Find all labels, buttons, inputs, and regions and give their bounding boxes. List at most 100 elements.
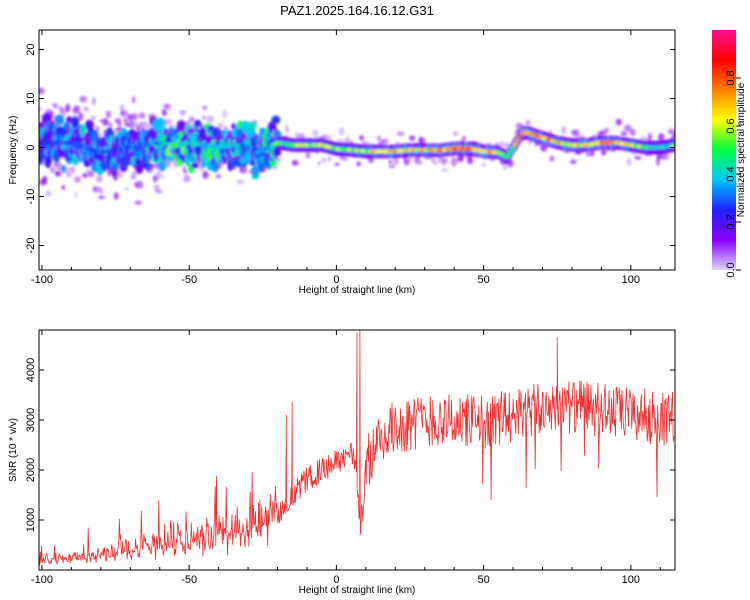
spectrogram-cell (572, 129, 580, 138)
spectrogram-y-ticks: -20 -10 0 10 20 (25, 43, 675, 253)
spectrogram-cell (144, 123, 153, 132)
spectrogram-cell (123, 122, 131, 127)
spectrogram-cell (44, 155, 52, 169)
spectrogram-cell (121, 110, 129, 117)
spectrogram-cell (128, 120, 135, 129)
spectrogram-cell (231, 123, 237, 130)
spectrogram-cell (42, 175, 48, 183)
spectrogram-y-tick-label: -20 (25, 238, 37, 254)
spectrogram-cell (504, 141, 510, 150)
spectrogram-cell (342, 157, 348, 162)
spectrogram-cell (415, 161, 423, 165)
spectrogram-cell (123, 117, 127, 123)
spectrogram-cell (272, 148, 282, 157)
spectrogram-x-axis-label: Height of straight line (km) (299, 285, 416, 296)
snr-x-tick-label: -50 (181, 574, 197, 586)
spectrogram-cell (295, 132, 300, 140)
snr-y-tick-label: 2000 (25, 458, 37, 482)
spectrogram-cell (626, 157, 632, 166)
spectrogram-cell (190, 162, 199, 169)
snr-x-axis-label: Height of straight line (km) (299, 585, 416, 596)
spectrogram-x-tick-label: 100 (622, 274, 640, 286)
snr-panel: -100 -50 0 50 100 1000 2000 3000 4000 Height of… (8, 329, 676, 596)
snr-frame (38, 329, 676, 571)
colorbar-scale (712, 30, 736, 270)
spectrogram-cell (49, 166, 56, 174)
spectrogram-cell (499, 140, 505, 148)
spectrogram-cell (317, 161, 321, 165)
spectrogram-cell (322, 157, 326, 164)
spectrogram-cell (393, 156, 399, 165)
spectrogram-cell (517, 134, 522, 139)
spectrogram-cell (118, 171, 123, 178)
spectrogram-cell (621, 131, 628, 136)
spectrogram-x-tick-label: 50 (477, 274, 489, 286)
spectrogram-cell (138, 112, 146, 119)
spectrogram-cell (672, 143, 675, 148)
spectrogram-cell (525, 120, 531, 126)
spectrogram-cell (167, 118, 172, 125)
spectrogram-cell (132, 113, 138, 121)
spectrogram-cell (467, 157, 474, 165)
spectrogram-cell (672, 132, 675, 137)
spectrogram-x-ticks: -100 -50 0 50 100 (31, 30, 661, 286)
snr-x-ticks: -100 -50 0 50 100 (31, 330, 661, 586)
spectrogram-cell (39, 107, 42, 112)
spectrogram-cell (183, 174, 191, 183)
spectrogram-cell (515, 122, 523, 129)
spectrogram-cell (505, 154, 510, 159)
spectrogram-cell (73, 176, 82, 184)
snr-x-tick-label: 50 (477, 574, 489, 586)
spectrogram-cell (118, 120, 122, 130)
snr-x-tick-label: -100 (31, 574, 53, 586)
spectrogram-cell (647, 132, 652, 142)
spectrogram-cell (453, 131, 459, 136)
spectrogram-cell (113, 192, 119, 200)
spectrogram-cell (98, 188, 104, 195)
colorbar-tick-label: 0.2 (725, 214, 737, 229)
spectrogram-cell (156, 117, 165, 127)
snr-x-tick-label: 100 (622, 574, 640, 586)
spectrogram-cell (65, 170, 70, 175)
spectrogram-cell (107, 169, 112, 177)
spectrogram-cell (667, 128, 675, 135)
spectrogram-cell (91, 97, 96, 106)
spectrogram-cell (183, 168, 188, 175)
spectrogram-cell (356, 161, 361, 167)
spectrogram-cell (239, 165, 247, 174)
spectrogram-cell (105, 110, 112, 119)
spectrogram-cell (441, 168, 448, 173)
spectrogram-cell (55, 170, 61, 177)
spectrogram-cell (155, 189, 163, 194)
spectrogram-cell (98, 132, 102, 138)
spectrogram-cell (61, 164, 67, 174)
spectrogram-cell (158, 160, 167, 172)
spectrogram-cell (53, 103, 59, 109)
snr-y-tick-label: 3000 (25, 408, 37, 432)
spectrogram-cell (136, 124, 141, 132)
spectrogram-cell (119, 104, 125, 111)
spectrogram-cell (61, 107, 67, 116)
spectrogram-cell (570, 159, 577, 165)
spectrogram-cell (629, 128, 636, 136)
spectrogram-cell (79, 95, 87, 103)
spectrogram-cell (108, 122, 113, 128)
spectrogram-cell (512, 142, 518, 147)
spectrogram-cell (45, 190, 52, 197)
spectrogram-cell (418, 137, 426, 144)
snr-clip-group (39, 330, 675, 566)
spectrogram-cell (250, 165, 260, 177)
snr-x-tick-label: 0 (333, 574, 339, 586)
spectrogram-cell (98, 195, 105, 199)
spectrogram-marks (39, 87, 675, 206)
spectrogram-cell (502, 165, 508, 171)
spectrogram-cell (74, 191, 78, 199)
spectrogram-cell (481, 162, 487, 167)
figure-title: PAZ1.2025.164.16.12.G31 (280, 3, 434, 18)
spectrogram-cell (507, 150, 513, 155)
spectrogram-cell (585, 152, 592, 157)
spectrogram-cell (222, 109, 228, 119)
spectrogram-cell (102, 120, 109, 124)
spectrogram-cell (156, 170, 161, 180)
